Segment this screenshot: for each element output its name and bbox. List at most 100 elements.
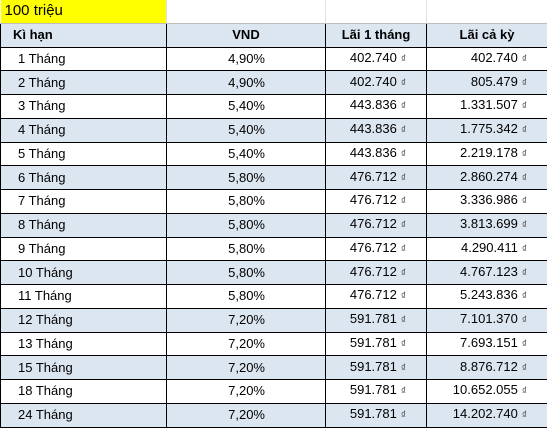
rate-cell[interactable]: 5,40% — [166, 142, 326, 167]
rate-cell[interactable]: 5,80% — [166, 189, 326, 214]
term-cell[interactable]: 6 Tháng — [0, 165, 167, 190]
monthly-interest-cell[interactable]: 476.712 ₫ — [325, 237, 427, 262]
total-interest-value: 8.876.712 — [460, 358, 518, 374]
currency-symbol: ₫ — [521, 101, 527, 113]
total-interest-cell[interactable]: 2.219.178 ₫ — [426, 142, 547, 167]
term-cell[interactable]: 15 Tháng — [0, 355, 167, 380]
table-row: 11 Tháng 5,80% 476.712 ₫ 5.243.836 ₫ — [0, 284, 547, 309]
monthly-interest-cell[interactable]: 443.836 ₫ — [325, 118, 427, 143]
rate-cell[interactable]: 4,90% — [166, 47, 326, 72]
monthly-interest-cell[interactable]: 591.781 ₫ — [325, 308, 427, 333]
monthly-interest-cell[interactable]: 591.781 ₫ — [325, 355, 427, 380]
monthly-interest-cell[interactable]: 443.836 ₫ — [325, 142, 427, 167]
monthly-interest-value: 476.712 — [349, 263, 397, 279]
term-cell[interactable]: 1 Tháng — [0, 47, 167, 72]
rate-cell[interactable]: 5,80% — [166, 165, 326, 190]
total-interest-cell[interactable]: 2.860.274 ₫ — [426, 165, 547, 190]
currency-symbol: ₫ — [521, 410, 527, 422]
currency-symbol: ₫ — [521, 77, 527, 89]
table-row: 7 Tháng 5,80% 476.712 ₫ 3.336.986 ₫ — [0, 189, 547, 214]
currency-symbol: ₫ — [400, 125, 406, 137]
term-cell[interactable]: 24 Tháng — [0, 403, 167, 428]
title-cell[interactable]: 100 triệu — [0, 0, 167, 24]
total-interest-cell[interactable]: 8.876.712 ₫ — [426, 355, 547, 380]
empty-cell[interactable] — [325, 0, 427, 24]
currency-symbol: ₫ — [400, 386, 406, 398]
total-interest-value: 10.652.055 — [452, 382, 518, 398]
rate-cell[interactable]: 5,80% — [166, 213, 326, 238]
total-interest-cell[interactable]: 1.775.342 ₫ — [426, 118, 547, 143]
header-rate[interactable]: VND — [166, 22, 326, 48]
table-row: 3 Tháng 5,40% 443.836 ₫ 1.331.507 ₫ — [0, 94, 547, 119]
header-monthly-interest[interactable]: Lãi 1 tháng — [325, 22, 427, 48]
total-interest-cell[interactable]: 5.243.836 ₫ — [426, 284, 547, 309]
total-interest-cell[interactable]: 7.693.151 ₫ — [426, 332, 547, 357]
currency-symbol: ₫ — [521, 362, 527, 374]
title-row: 100 triệu — [0, 0, 547, 24]
term-cell[interactable]: 3 Tháng — [0, 94, 167, 119]
rate-cell[interactable]: 7,20% — [166, 403, 326, 428]
monthly-interest-cell[interactable]: 476.712 ₫ — [325, 189, 427, 214]
table-row: 10 Tháng 5,80% 476.712 ₫ 4.767.123 ₫ — [0, 260, 547, 285]
monthly-interest-cell[interactable]: 476.712 ₫ — [325, 284, 427, 309]
monthly-interest-cell[interactable]: 591.781 ₫ — [325, 332, 427, 357]
total-interest-cell[interactable]: 805.479 ₫ — [426, 70, 547, 95]
total-interest-cell[interactable]: 14.202.740 ₫ — [426, 403, 547, 428]
rate-cell[interactable]: 4,90% — [166, 70, 326, 95]
rate-cell[interactable]: 7,20% — [166, 308, 326, 333]
monthly-interest-cell[interactable]: 476.712 ₫ — [325, 165, 427, 190]
term-cell[interactable]: 2 Tháng — [0, 70, 167, 95]
monthly-interest-cell[interactable]: 402.740 ₫ — [325, 70, 427, 95]
currency-symbol: ₫ — [521, 125, 527, 137]
term-cell[interactable]: 7 Tháng — [0, 189, 167, 214]
term-cell[interactable]: 8 Tháng — [0, 213, 167, 238]
monthly-interest-cell[interactable]: 476.712 ₫ — [325, 213, 427, 238]
monthly-interest-value: 443.836 — [349, 97, 397, 113]
term-cell[interactable]: 9 Tháng — [0, 237, 167, 262]
term-cell[interactable]: 11 Tháng — [0, 284, 167, 309]
rate-cell[interactable]: 7,20% — [166, 379, 326, 404]
total-interest-value: 4.290.411 — [460, 239, 518, 255]
rate-cell[interactable]: 7,20% — [166, 332, 326, 357]
empty-cell[interactable] — [166, 0, 326, 24]
monthly-interest-cell[interactable]: 476.712 ₫ — [325, 260, 427, 285]
monthly-interest-value: 591.781 — [349, 311, 397, 327]
monthly-interest-cell[interactable]: 443.836 ₫ — [325, 94, 427, 119]
currency-symbol: ₫ — [521, 338, 527, 350]
currency-symbol: ₫ — [521, 243, 527, 255]
header-term[interactable]: Kì hạn — [0, 22, 167, 48]
monthly-interest-cell[interactable]: 591.781 ₫ — [325, 403, 427, 428]
term-cell[interactable]: 5 Tháng — [0, 142, 167, 167]
currency-symbol: ₫ — [521, 315, 527, 327]
monthly-interest-cell[interactable]: 402.740 ₫ — [325, 47, 427, 72]
rate-cell[interactable]: 5,40% — [166, 94, 326, 119]
currency-symbol: ₫ — [400, 101, 406, 113]
monthly-interest-cell[interactable]: 591.781 ₫ — [325, 379, 427, 404]
total-interest-cell[interactable]: 1.331.507 ₫ — [426, 94, 547, 119]
term-cell[interactable]: 12 Tháng — [0, 308, 167, 333]
table-row: 2 Tháng 4,90% 402.740 ₫ 805.479 ₫ — [0, 70, 547, 95]
term-cell[interactable]: 13 Tháng — [0, 332, 167, 357]
currency-symbol: ₫ — [521, 172, 527, 184]
total-interest-cell[interactable]: 402.740 ₫ — [426, 47, 547, 72]
table-row: 13 Tháng 7,20% 591.781 ₫ 7.693.151 ₫ — [0, 332, 547, 357]
total-interest-cell[interactable]: 3.813.699 ₫ — [426, 213, 547, 238]
term-cell[interactable]: 10 Tháng — [0, 260, 167, 285]
empty-cell[interactable] — [426, 0, 547, 24]
total-interest-cell[interactable]: 7.101.370 ₫ — [426, 308, 547, 333]
monthly-interest-value: 476.712 — [349, 168, 397, 184]
header-total-interest[interactable]: Lãi cả kỳ — [426, 22, 547, 48]
total-interest-cell[interactable]: 10.652.055 ₫ — [426, 379, 547, 404]
total-interest-cell[interactable]: 3.336.986 ₫ — [426, 189, 547, 214]
term-cell[interactable]: 18 Tháng — [0, 379, 167, 404]
term-cell[interactable]: 4 Tháng — [0, 118, 167, 143]
rate-cell[interactable]: 5,80% — [166, 260, 326, 285]
rate-cell[interactable]: 5,80% — [166, 237, 326, 262]
total-interest-cell[interactable]: 4.767.123 ₫ — [426, 260, 547, 285]
rate-cell[interactable]: 7,20% — [166, 355, 326, 380]
currency-symbol: ₫ — [521, 53, 527, 65]
rate-cell[interactable]: 5,40% — [166, 118, 326, 143]
total-interest-cell[interactable]: 4.290.411 ₫ — [426, 237, 547, 262]
rate-cell[interactable]: 5,80% — [166, 284, 326, 309]
